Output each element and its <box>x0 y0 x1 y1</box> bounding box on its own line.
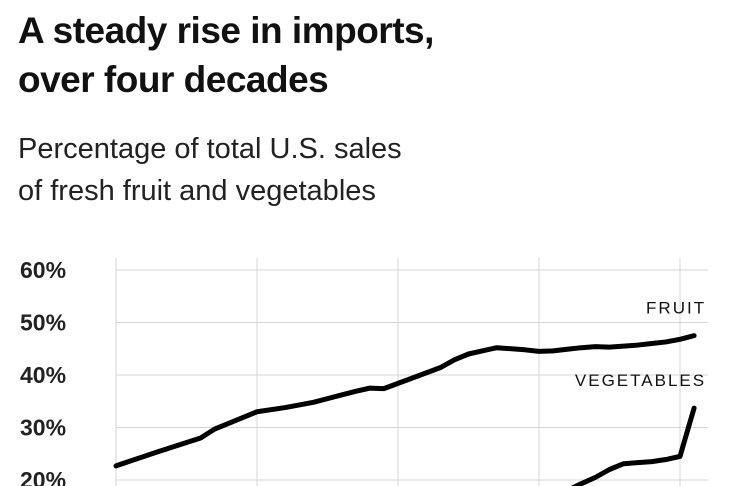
fruit-series-label: FRUIT <box>646 299 706 318</box>
y-tick-label: 40% <box>20 362 66 388</box>
y-tick-label: 50% <box>20 310 66 336</box>
y-tick-label: 60% <box>20 257 66 283</box>
y-gridlines: 20% 30% 40% 50% 60% <box>20 257 708 486</box>
y-tick-label: 20% <box>20 467 66 486</box>
vegetables-series-line <box>570 405 697 486</box>
vegetables-series-label: VEGETABLES <box>575 371 706 390</box>
fruit-series-line <box>113 333 697 469</box>
y-tick-label: 30% <box>20 415 66 441</box>
chart-subtitle: Percentage of total U.S. sales of fresh … <box>18 133 402 207</box>
chart-title: A steady rise in imports, over four deca… <box>18 10 434 100</box>
x-gridlines <box>115 258 681 486</box>
